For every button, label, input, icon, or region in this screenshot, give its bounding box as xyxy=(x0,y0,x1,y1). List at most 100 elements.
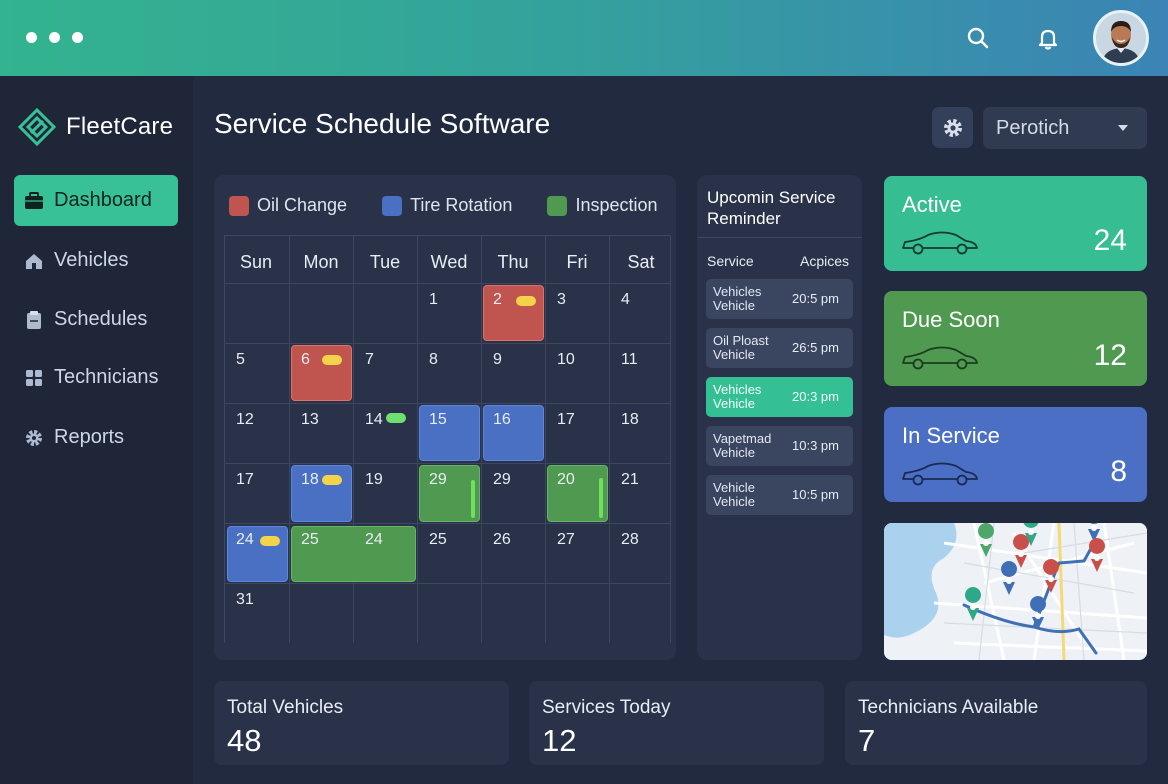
window-controls xyxy=(26,32,83,43)
legend-oil-change[interactable]: Oil Change xyxy=(229,195,347,216)
grid-line xyxy=(289,235,290,643)
status-card-active[interactable]: Active 24 xyxy=(884,176,1147,271)
calendar-day[interactable]: 4 xyxy=(609,283,673,343)
event-tire-rotation[interactable] xyxy=(291,465,352,522)
calendar-day[interactable]: 10 xyxy=(545,343,609,403)
logo[interactable]: FleetCare xyxy=(18,108,173,146)
calendar-day[interactable]: 9 xyxy=(481,343,545,403)
day-number: 14 xyxy=(365,411,383,428)
calendar-day[interactable]: 17 xyxy=(224,463,288,523)
reminder-item[interactable]: Vapetmad Vehicle 10:3 pm xyxy=(706,426,853,466)
home-icon xyxy=(26,253,42,269)
grid-line xyxy=(224,583,671,584)
legend-inspection[interactable]: Inspection xyxy=(547,195,658,216)
event-inspection[interactable] xyxy=(547,465,608,522)
calendar-day[interactable]: 6 xyxy=(289,343,353,403)
day-number: 18 xyxy=(621,411,639,428)
day-number: 8 xyxy=(429,351,438,368)
reminder-item[interactable]: Oil Ploast Vehicle 26:5 pm xyxy=(706,328,853,368)
calendar-legend: Oil Change Tire Rotation Inspection xyxy=(229,195,658,216)
event-oil-change[interactable] xyxy=(291,345,352,401)
day-header: Fri xyxy=(566,252,588,272)
divider xyxy=(697,237,862,238)
calendar-day[interactable]: 2 xyxy=(481,283,545,343)
event-oil-change[interactable] xyxy=(483,285,544,341)
calendar-day[interactable]: 15 xyxy=(417,403,481,463)
bell-icon[interactable] xyxy=(1034,24,1062,52)
calendar-day[interactable]: 29 xyxy=(417,463,481,523)
calendar-day[interactable]: 13 xyxy=(289,403,353,463)
window-dot[interactable] xyxy=(49,32,60,43)
fleet-map[interactable] xyxy=(884,523,1147,660)
app-name: FleetCare xyxy=(66,113,174,140)
day-number: 25 xyxy=(429,531,447,548)
sidebar-item-label: Dashboard xyxy=(54,189,152,211)
sidebar-item-reports[interactable]: Reports xyxy=(14,412,178,463)
legend-tire-rotation[interactable]: Tire Rotation xyxy=(382,195,512,216)
reminder-item[interactable]: Vehicle Vehicle 10:5 pm xyxy=(706,475,853,515)
map-pins[interactable] xyxy=(965,523,1106,630)
day-number: 17 xyxy=(236,471,254,488)
status-label: In Service xyxy=(902,423,1000,448)
legend-label: Inspection xyxy=(575,195,658,215)
calendar-day[interactable]: 1 xyxy=(417,283,481,343)
calendar-day[interactable]: 18 xyxy=(289,463,353,523)
summary-label: Total Vehicles xyxy=(227,697,344,718)
day-number: 3 xyxy=(557,291,566,308)
calendar-day[interactable]: 24 xyxy=(353,523,417,583)
day-number: 29 xyxy=(493,471,511,488)
calendar-day[interactable]: 16 xyxy=(481,403,545,463)
sidebar-item-schedules[interactable]: Schedules xyxy=(14,294,178,345)
top-bar xyxy=(0,0,1168,76)
calendar-day[interactable]: 31 xyxy=(224,583,288,643)
calendar-day[interactable]: 5 xyxy=(224,343,288,403)
avatar[interactable] xyxy=(1093,10,1149,66)
status-card-due-soon[interactable]: Due Soon 12 xyxy=(884,291,1147,386)
calendar-day[interactable]: 3 xyxy=(545,283,609,343)
calendar-day[interactable]: 29 xyxy=(481,463,545,523)
grid-line xyxy=(224,235,671,236)
calendar-day[interactable]: 7 xyxy=(353,343,417,403)
event-tire-rotation[interactable] xyxy=(483,405,544,461)
event-progress xyxy=(471,480,475,518)
status-card-in-service[interactable]: In Service 8 xyxy=(884,407,1147,502)
calendar-day[interactable]: 12 xyxy=(224,403,288,463)
event-tire-rotation[interactable] xyxy=(227,526,288,582)
day-number: 2 xyxy=(493,291,502,308)
account-select[interactable]: Perotich xyxy=(983,107,1147,149)
reminder-item-active[interactable]: Vehicles Vehicle 20:3 pm xyxy=(706,377,853,417)
calendar-day[interactable]: 21 xyxy=(609,463,673,523)
sidebar-item-technicians[interactable]: Technicians xyxy=(14,352,178,403)
search-icon[interactable] xyxy=(964,24,992,52)
calendar-day[interactable]: 18 xyxy=(609,403,673,463)
day-number: 24 xyxy=(236,531,254,548)
calendar-day[interactable]: 26 xyxy=(481,523,545,583)
event-tag[interactable] xyxy=(386,413,406,423)
calendar-day[interactable]: 19 xyxy=(353,463,417,523)
day-number: 16 xyxy=(493,411,511,428)
event-inspection[interactable] xyxy=(291,526,416,582)
sidebar-item-dashboard[interactable]: Dashboard xyxy=(14,175,178,226)
calendar-day[interactable]: 14 xyxy=(353,403,417,463)
day-header: Thu xyxy=(497,252,529,272)
reminder-item[interactable]: Vehicles Vehicle 20:5 pm xyxy=(706,279,853,319)
event-inspection[interactable] xyxy=(419,465,480,522)
window-dot[interactable] xyxy=(26,32,37,43)
calendar-day[interactable]: 25 xyxy=(417,523,481,583)
event-tire-rotation[interactable] xyxy=(419,405,480,461)
sidebar-item-vehicles[interactable]: Vehicles xyxy=(14,235,178,286)
calendar-day[interactable]: 11 xyxy=(609,343,673,403)
grid-line xyxy=(609,235,610,643)
calendar-day[interactable]: 20 xyxy=(545,463,609,523)
window-dot[interactable] xyxy=(72,32,83,43)
day-number: 26 xyxy=(493,531,511,548)
calendar-day[interactable]: 27 xyxy=(545,523,609,583)
day-number: 9 xyxy=(493,351,502,368)
calendar-day[interactable]: 25 xyxy=(289,523,353,583)
calendar-day[interactable]: 8 xyxy=(417,343,481,403)
settings-button[interactable] xyxy=(932,107,973,148)
calendar-day[interactable]: 28 xyxy=(609,523,673,583)
calendar-day[interactable]: 17 xyxy=(545,403,609,463)
calendar-day[interactable]: 24 xyxy=(224,523,288,583)
gear-icon xyxy=(26,429,42,446)
